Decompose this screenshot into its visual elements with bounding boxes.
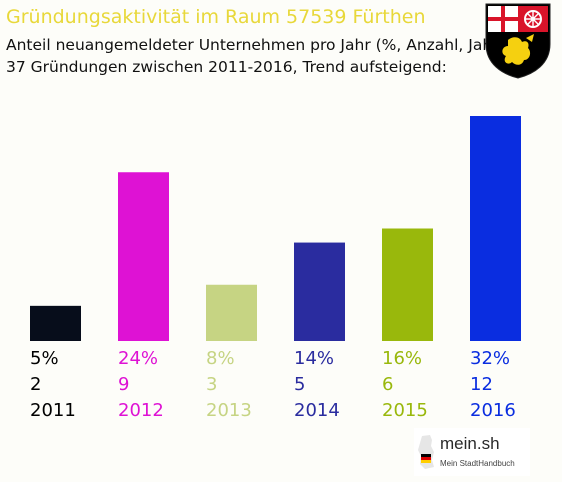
germany-map-icon xyxy=(418,435,434,469)
year-label-2014: 2014 xyxy=(294,400,340,421)
brand-badge[interactable]: mein.sh Mein StadtHandbuch xyxy=(414,428,530,476)
year-label-2013: 2013 xyxy=(206,400,252,421)
brand-name: mein.sh xyxy=(440,434,500,453)
bar-2014 xyxy=(294,242,345,341)
count-label-2015: 6 xyxy=(382,374,393,395)
count-label-2016: 12 xyxy=(470,374,493,395)
percent-label-2013: 8% xyxy=(206,348,235,369)
bar-2011 xyxy=(30,305,81,341)
chart-summary: 37 Gründungen zwischen 2011-2016, Trend … xyxy=(6,58,447,76)
brand-tagline: Mein StadtHandbuch xyxy=(440,459,515,468)
year-label-2015: 2015 xyxy=(382,400,428,421)
percent-label-2011: 5% xyxy=(30,348,59,369)
count-label-2014: 5 xyxy=(294,374,305,395)
chart-title: Gründungsaktivität im Raum 57539 Fürthen xyxy=(6,6,426,28)
year-label-2016: 2016 xyxy=(470,400,516,421)
percent-label-2016: 32% xyxy=(470,348,510,369)
count-label-2011: 2 xyxy=(30,374,41,395)
year-label-2011: 2011 xyxy=(30,400,76,421)
percent-label-2012: 24% xyxy=(118,348,158,369)
bar-2013 xyxy=(206,284,257,341)
count-label-2013: 3 xyxy=(206,374,217,395)
bar-2012 xyxy=(118,172,169,341)
percent-label-2014: 14% xyxy=(294,348,334,369)
percent-label-2015: 16% xyxy=(382,348,422,369)
count-label-2012: 9 xyxy=(118,374,129,395)
year-label-2012: 2012 xyxy=(118,400,164,421)
bar-2015 xyxy=(382,228,433,341)
coat-of-arms-icon xyxy=(485,3,551,79)
chart-subtitle: Anteil neuangemeldeter Unternehmen pro J… xyxy=(6,36,505,54)
bar-2016 xyxy=(470,116,521,341)
